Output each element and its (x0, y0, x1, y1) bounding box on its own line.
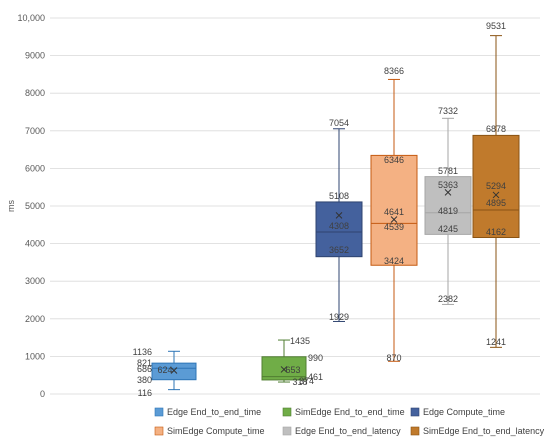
legend-swatch (154, 426, 164, 436)
mean-marker (390, 216, 398, 223)
y-tick-label: 0 (40, 389, 45, 399)
box-rect (315, 201, 363, 258)
box-rect (424, 176, 472, 235)
data-label: 6346 (384, 155, 404, 165)
mean-marker (492, 191, 500, 199)
y-axis-title: ms (6, 200, 16, 212)
data-label: 4641 (384, 207, 404, 217)
box-2 (261, 339, 307, 383)
box-3 (315, 128, 363, 322)
data-label: 686 (137, 364, 152, 374)
y-tick-label: 7000 (25, 126, 45, 136)
data-label: 821 (137, 358, 152, 368)
data-label: 3424 (384, 256, 404, 266)
data-label: 3652 (329, 245, 349, 255)
data-label: 990 (308, 353, 323, 363)
data-label: 1435 (290, 336, 310, 346)
data-label: 7332 (438, 106, 458, 116)
legend-label: Edge End_to_end_time (167, 407, 261, 417)
data-label: 374 (299, 376, 314, 386)
data-label: 1241 (486, 337, 506, 347)
box-rect (472, 134, 520, 239)
data-label: 624 (157, 365, 172, 375)
legend-swatch (282, 407, 292, 417)
y-axis: 0 1000 2000 3000 4000 5000 6000 7000 8000 9000 10,… (17, 13, 45, 399)
box-rect (370, 154, 418, 266)
legend-label: Edge Compute_time (423, 407, 505, 417)
y-tick-label: 10,000 (17, 13, 45, 23)
mean-marker (170, 367, 178, 374)
data-label: 4819 (438, 206, 458, 216)
data-label: 6878 (486, 124, 506, 134)
mean-marker (444, 188, 452, 196)
data-label: 1929 (329, 312, 349, 322)
data-label: 318 (292, 377, 307, 387)
mean-marker (280, 366, 288, 373)
data-label: 461 (308, 372, 323, 382)
y-tick-label: 9000 (25, 51, 45, 61)
legend-swatch (410, 426, 420, 436)
y-tick-label: 8000 (25, 88, 45, 98)
y-tick-label: 1000 (25, 351, 45, 361)
data-label: 4162 (486, 227, 506, 237)
data-label: 5781 (438, 166, 458, 176)
data-label: 7054 (329, 118, 349, 128)
legend-swatch (154, 407, 164, 417)
y-tick-label: 6000 (25, 163, 45, 173)
legend-label: SimEdge End_to_end_latency (423, 426, 545, 436)
data-label: 870 (386, 353, 401, 363)
data-label: 9531 (486, 21, 506, 31)
box-rect (261, 356, 307, 381)
data-label: 4539 (384, 222, 404, 232)
data-label: 4895 (486, 198, 506, 208)
data-label: 653 (285, 365, 300, 375)
data-label: 116 (138, 388, 152, 398)
legend: Edge End_to_end_time SimEdge End_to_end_t… (154, 407, 545, 436)
data-label: 4308 (329, 221, 349, 231)
mean-marker (335, 212, 343, 219)
y-tick-label: 3000 (25, 276, 45, 286)
gridlines (50, 17, 540, 395)
box-5 (424, 117, 472, 305)
legend-label: Edge End_to_end_latency (295, 426, 401, 436)
data-label: 2382 (438, 294, 458, 304)
box-1 (151, 350, 197, 391)
box-4 (370, 78, 418, 362)
box-rect (151, 362, 197, 381)
data-label: 5108 (329, 191, 349, 201)
legend-swatch (410, 407, 420, 417)
data-label: 5294 (486, 181, 506, 191)
data-label: 5363 (438, 180, 458, 190)
box-6 (472, 35, 520, 348)
data-label: 1136 (133, 347, 152, 357)
y-tick-label: 2000 (25, 314, 45, 324)
legend-label: SimEdge Compute_time (167, 426, 265, 436)
y-tick-label: 5000 (25, 201, 45, 211)
legend-label: SimEdge End_to_end_time (295, 407, 405, 417)
data-label: 380 (137, 375, 152, 385)
data-label: 4245 (438, 224, 458, 234)
legend-swatch (282, 426, 292, 436)
y-tick-label: 4000 (25, 239, 45, 249)
data-label: 8366 (384, 66, 404, 76)
